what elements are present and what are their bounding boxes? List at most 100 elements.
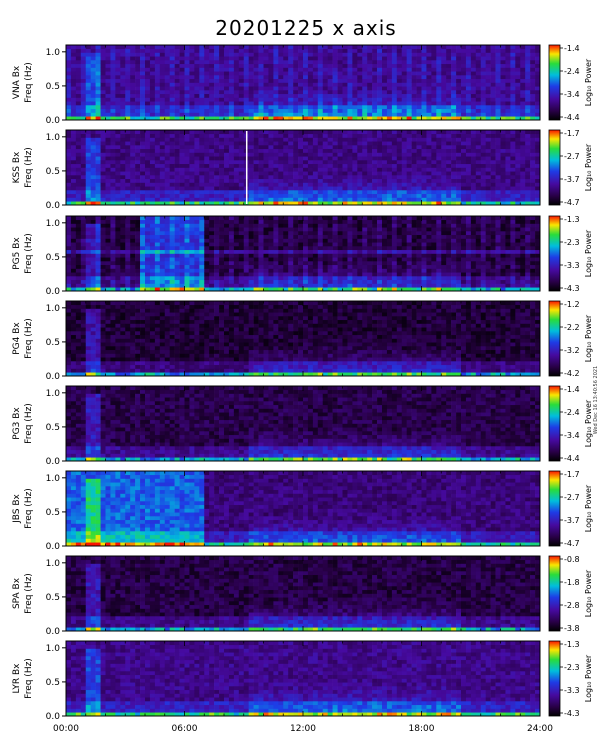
y-tick-label: 0.5 (46, 593, 60, 603)
y-tick-label: 0.5 (46, 423, 60, 433)
spectrogram-image (66, 216, 541, 292)
colorbar-tick-label: -3.7 (564, 175, 580, 184)
y-tick-label: 1.0 (46, 474, 61, 484)
y-tick-label: 0.0 (46, 627, 61, 637)
y-tick-label: 0.0 (46, 116, 61, 126)
colorbar-tick-label: -4.7 (564, 539, 580, 548)
colorbar-tick-label: -3.4 (564, 90, 580, 99)
colorbar-tick-label: -1.7 (564, 129, 580, 138)
y-tick-label: 1.0 (46, 304, 61, 314)
panel-7: 0.0 0.5 1.0 LYR Bx Freq (Hz) -1.3 -2.3 -3.3 -4.3… (12, 640, 593, 722)
colorbar-label: Log₁₀ Power (584, 58, 593, 106)
colorbar-tick-label: -3.3 (564, 686, 580, 695)
colorbar-tick-label: -3.4 (564, 431, 580, 440)
colorbar-tick-label: -2.8 (564, 601, 580, 610)
y-tick-label: 0.5 (46, 253, 60, 263)
spectrogram-image (66, 301, 541, 377)
spectrogram-image (66, 386, 541, 462)
panel-6: 0.0 0.5 1.0 SPA Bx Freq (Hz) -0.8 -1.8 -2.8 -3.8… (12, 555, 593, 637)
colorbar (548, 470, 561, 547)
panel-5: 0.0 0.5 1.0 JBS Bx Freq (Hz) -1.7 -2.7 -3.7 -4.7… (12, 470, 593, 552)
colorbar-tick-label: -1.4 (564, 44, 580, 53)
colorbar-tick-label: -3.7 (564, 516, 580, 525)
colorbar-label: Log₁₀ Power (584, 143, 593, 191)
station-label: SPA Bx (12, 577, 22, 609)
colorbar-tick-label: -4.4 (564, 113, 580, 122)
panel-3: 0.0 0.5 1.0 PG4 Bx Freq (Hz) -1.2 -2.2 -3.2 -4.2… (12, 300, 593, 382)
y-tick-label: 0.5 (46, 82, 60, 92)
colorbar-label: Log₁₀ Power (584, 399, 593, 447)
y-tick-label: 0.0 (46, 457, 61, 467)
frequency-axis-label: Freq (Hz) (24, 233, 34, 274)
colorbar (548, 385, 561, 462)
colorbar (548, 640, 561, 717)
colorbar-tick-label: -2.2 (564, 323, 580, 332)
y-tick-label: 1.0 (46, 133, 61, 143)
station-label: PG5 Bx (12, 237, 22, 270)
colorbar-tick-label: -1.8 (564, 578, 580, 587)
colorbar-tick-label: -2.3 (564, 663, 580, 672)
y-tick-label: 0.0 (46, 542, 61, 552)
spectrogram-image (66, 641, 541, 717)
y-tick-label: 0.0 (46, 287, 61, 297)
y-tick-label: 1.0 (46, 48, 61, 58)
colorbar-tick-label: -1.3 (564, 215, 580, 224)
y-tick-label: 1.0 (46, 219, 61, 229)
colorbar-label: Log₁₀ Power (584, 654, 593, 702)
y-tick-label: 1.0 (46, 559, 61, 569)
x-tick-label: 06:00 (172, 724, 198, 734)
frequency-axis-label: Freq (Hz) (24, 488, 34, 529)
colorbar-tick-label: -3.3 (564, 261, 580, 270)
frequency-axis-label: Freq (Hz) (24, 403, 34, 444)
x-tick-label: 24:00 (527, 724, 553, 734)
colorbar-tick-label: -1.2 (564, 300, 580, 309)
y-tick-label: 0.5 (46, 678, 60, 688)
colorbar-tick-label: -2.4 (564, 67, 580, 76)
station-label: KSS Bx (12, 151, 22, 183)
panel-4: 0.0 0.5 1.0 PG3 Bx Freq (Hz) -1.4 -2.4 -3.4 -4.4… (12, 385, 593, 467)
colorbar (548, 215, 561, 292)
station-label: VNA Bx (12, 65, 22, 99)
station-label: PG4 Bx (12, 322, 22, 355)
colorbar-tick-label: -4.4 (564, 454, 580, 463)
colorbar (548, 44, 561, 121)
colorbar-tick-label: -4.7 (564, 198, 580, 207)
colorbar (548, 129, 561, 206)
x-tick-label: 18:00 (409, 724, 435, 734)
frequency-axis-label: Freq (Hz) (24, 573, 34, 614)
frequency-axis-label: Freq (Hz) (24, 658, 34, 699)
colorbar-tick-label: -2.7 (564, 493, 580, 502)
colorbar-tick-label: -1.7 (564, 470, 580, 479)
colorbar-label: Log₁₀ Power (584, 484, 593, 532)
frequency-axis-label: Freq (Hz) (24, 62, 34, 103)
colorbar-tick-label: -3.8 (564, 624, 580, 633)
y-tick-label: 0.0 (46, 201, 61, 211)
y-tick-label: 1.0 (46, 389, 61, 399)
x-tick-label: 12:00 (290, 724, 316, 734)
panel-1: 0.0 0.5 1.0 KSS Bx Freq (Hz) -1.7 -2.7 -3.7 -4.7… (12, 129, 593, 211)
spectrogram-image (66, 130, 541, 206)
colorbar-tick-label: -4.3 (564, 709, 580, 718)
colorbar-tick-label: -2.7 (564, 152, 580, 161)
colorbar-tick-label: -2.4 (564, 408, 580, 417)
spectrogram-image (66, 556, 541, 632)
colorbar-tick-label: -4.2 (564, 369, 580, 378)
y-tick-label: 0.0 (46, 712, 61, 722)
y-tick-label: 0.5 (46, 338, 60, 348)
chart-title: 20201225 x axis (215, 16, 397, 40)
y-tick-label: 0.0 (46, 372, 61, 382)
y-tick-label: 0.5 (46, 508, 60, 518)
y-tick-label: 0.5 (46, 167, 60, 177)
colorbar (548, 300, 561, 377)
frequency-axis-label: Freq (Hz) (24, 318, 34, 359)
colorbar-label: Log₁₀ Power (584, 229, 593, 277)
colorbar-tick-label: -4.3 (564, 284, 580, 293)
panel-2: 0.0 0.5 1.0 PG5 Bx Freq (Hz) -1.3 -2.3 -3.3 -4.3… (12, 215, 593, 297)
colorbar-label: Log₁₀ Power (584, 314, 593, 362)
spectrogram-image (66, 45, 541, 121)
frequency-axis-label: Freq (Hz) (24, 147, 34, 188)
station-label: PG3 Bx (12, 407, 22, 440)
colorbar-tick-label: -1.4 (564, 385, 580, 394)
colorbar (548, 555, 561, 632)
